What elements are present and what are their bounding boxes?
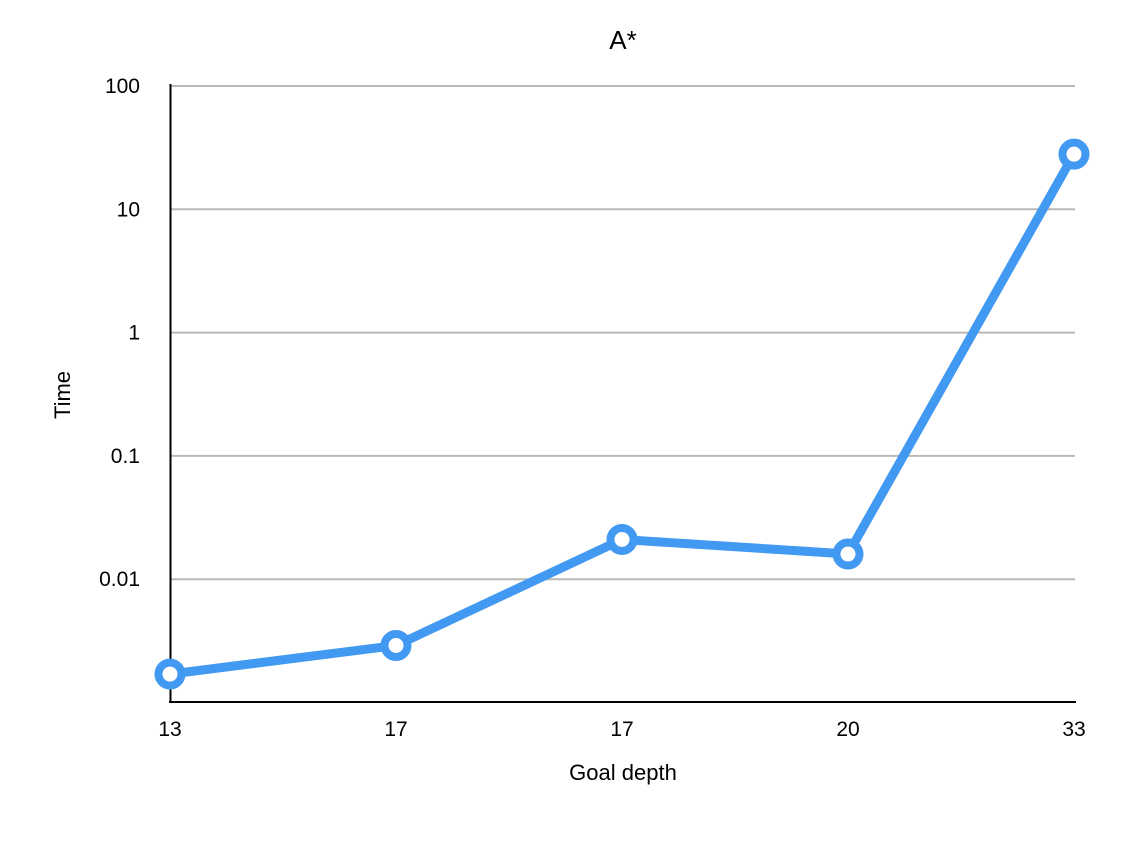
series-line bbox=[165, 149, 1079, 679]
data-point bbox=[154, 658, 186, 690]
chart-title: A* bbox=[609, 25, 636, 55]
x-axis-title: Goal depth bbox=[569, 760, 677, 785]
y-tick-label: 100 bbox=[105, 75, 140, 98]
x-tick-label: 13 bbox=[158, 718, 181, 741]
y-tick-label: 10 bbox=[117, 198, 140, 221]
x-tick-label: 20 bbox=[836, 718, 859, 741]
data-point bbox=[832, 538, 864, 570]
x-axis-tick-labels: 13 17 17 20 33 bbox=[158, 718, 1085, 741]
y-axis-tick-labels: 100 10 1 0.1 0.01 bbox=[99, 75, 140, 591]
series-group bbox=[154, 138, 1090, 690]
data-point bbox=[380, 629, 412, 661]
data-point bbox=[1058, 138, 1090, 170]
y-tick-label: 1 bbox=[128, 322, 140, 345]
data-point bbox=[606, 523, 638, 555]
y-tick-label: 0.1 bbox=[111, 445, 140, 468]
x-tick-label: 17 bbox=[610, 718, 633, 741]
y-axis-title: Time bbox=[50, 371, 75, 419]
x-tick-label: 17 bbox=[384, 718, 407, 741]
x-tick-label: 33 bbox=[1062, 718, 1085, 741]
y-tick-label: 0.01 bbox=[99, 568, 140, 591]
gridlines bbox=[170, 85, 1075, 581]
